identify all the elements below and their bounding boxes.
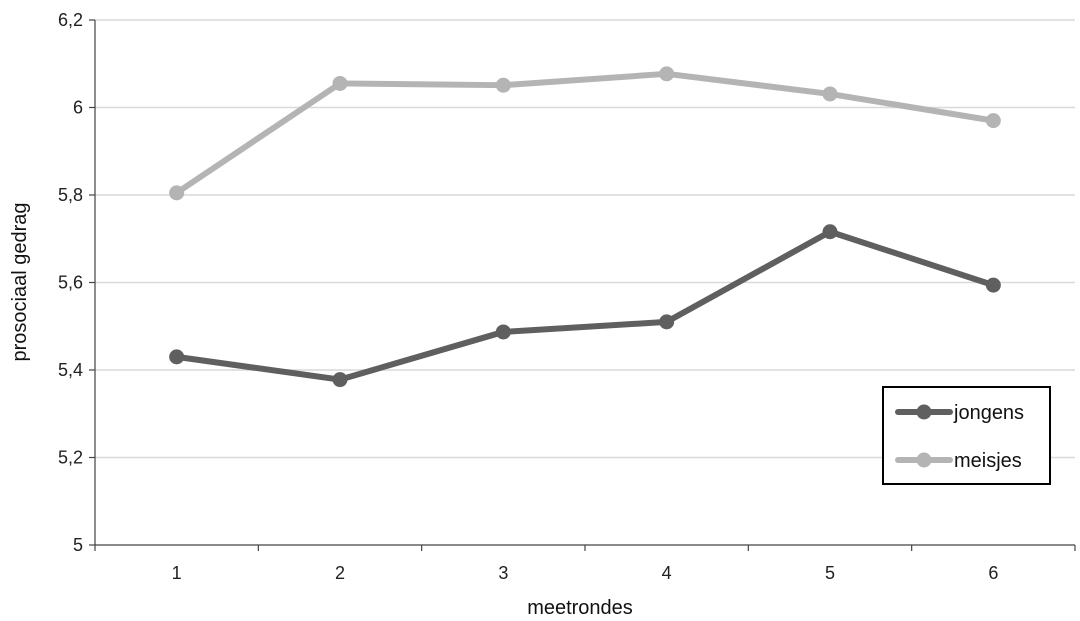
x-tick-label: 1 bbox=[172, 563, 182, 583]
y-tick-label: 5,8 bbox=[58, 185, 83, 205]
x-tick-label: 4 bbox=[662, 563, 672, 583]
y-tick-label: 5,2 bbox=[58, 448, 83, 468]
x-tick-labels: 1 2 3 4 5 6 bbox=[172, 563, 999, 583]
x-tick-label: 5 bbox=[825, 563, 835, 583]
data-point bbox=[169, 349, 185, 365]
y-tick-label: 6 bbox=[73, 98, 83, 118]
y-tick-label: 5,4 bbox=[58, 360, 83, 380]
data-point bbox=[332, 75, 348, 91]
data-point bbox=[169, 185, 185, 201]
legend-label: jongens bbox=[953, 402, 1024, 424]
x-axis-title: meetrondes bbox=[527, 597, 633, 619]
series-line bbox=[173, 70, 997, 196]
series-group bbox=[169, 66, 1001, 388]
data-point bbox=[822, 224, 838, 240]
y-tick-label: 5 bbox=[73, 535, 83, 555]
data-point bbox=[495, 77, 511, 93]
x-tick-label: 2 bbox=[335, 563, 345, 583]
axes bbox=[89, 19, 1076, 551]
x-tick-label: 6 bbox=[988, 563, 998, 583]
y-axis-title: prosociaal gedrag bbox=[9, 203, 31, 362]
x-tick-label: 3 bbox=[498, 563, 508, 583]
y-tick-labels: 5 5,2 5,4 5,6 5,8 6 6,2 bbox=[58, 10, 83, 555]
data-point bbox=[659, 314, 675, 330]
data-point bbox=[822, 86, 838, 102]
y-tick-label: 5,6 bbox=[58, 273, 83, 293]
data-point bbox=[985, 277, 1001, 293]
series-jongens bbox=[169, 224, 1001, 388]
legend: jongens meisjes bbox=[882, 386, 1051, 485]
legend-swatch-marker bbox=[916, 452, 932, 468]
legend-box bbox=[882, 386, 1051, 485]
legend-swatch-marker bbox=[916, 404, 932, 420]
data-point bbox=[985, 113, 1001, 129]
y-tick-label: 6,2 bbox=[58, 10, 83, 30]
legend-label: meisjes bbox=[954, 450, 1022, 472]
legend-item-jongens: jongens bbox=[895, 402, 1024, 424]
data-point bbox=[495, 324, 511, 340]
legend-item-meisjes: meisjes bbox=[895, 450, 1022, 472]
series-meisjes bbox=[169, 66, 1001, 201]
series-line bbox=[173, 228, 997, 383]
data-point bbox=[659, 66, 675, 82]
data-point bbox=[332, 372, 348, 388]
